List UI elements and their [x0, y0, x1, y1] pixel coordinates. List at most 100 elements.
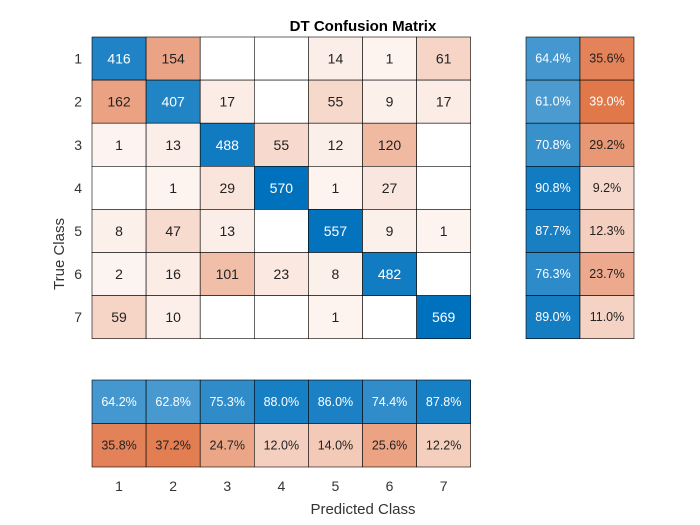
column-summary-incorrect-value: 12.0% — [264, 438, 299, 452]
row-summary-grid: 64.4% 35.6% 61.0% 39.0% 70.8% 29.2% 90.8% 9.2% 8… — [525, 36, 635, 340]
matrix-cell-value: 482 — [378, 266, 402, 282]
x-tick-label: 1 — [115, 478, 123, 494]
y-tick-label: 3 — [74, 137, 82, 153]
x-axis-label: Predicted Class — [310, 501, 415, 518]
row-summary-correct-cell — [525, 295, 581, 340]
matrix-cell-value: 101 — [216, 266, 240, 282]
matrix-cell-value: 12 — [328, 137, 344, 153]
matrix-cell-value: 23 — [274, 266, 290, 282]
matrix-cell-value: 10 — [165, 309, 181, 325]
matrix-cell — [91, 166, 147, 210]
matrix-cell — [199, 36, 255, 81]
matrix-cell-value: 1 — [169, 180, 177, 196]
matrix-cell — [308, 166, 363, 210]
row-summary-correct-cell — [525, 36, 581, 81]
matrix-cell-value: 557 — [324, 223, 348, 239]
matrix-cell-value: 27 — [382, 180, 398, 196]
matrix-cell — [145, 122, 201, 167]
matrix-cell — [362, 36, 417, 81]
column-summary-correct-value: 64.2% — [101, 395, 136, 409]
column-summary-correct-value: 88.0% — [264, 395, 299, 409]
matrix-cell-value: 9 — [386, 94, 394, 110]
row-summary-incorrect-cell — [579, 122, 635, 167]
y-tick-label: 1 — [74, 51, 82, 67]
column-summary-grid: 64.2% 62.8% 75.3% 88.0% 86.0% 74.4% 87.8% 35.8%… — [91, 379, 472, 468]
row-summary-correct-value: 90.8% — [535, 181, 570, 195]
matrix-cell-value: 1 — [440, 223, 448, 239]
matrix-cell — [199, 79, 255, 124]
column-summary-correct-cell — [145, 379, 201, 424]
row-summary-correct-value: 76.3% — [535, 267, 570, 281]
matrix-cell-value: 17 — [436, 94, 452, 110]
matrix-cell — [362, 166, 417, 210]
row-summary-correct-cell — [525, 166, 581, 210]
matrix-cell-value: 55 — [328, 94, 344, 110]
matrix-cell — [91, 252, 147, 296]
matrix-cell — [308, 295, 363, 340]
matrix-cell — [416, 79, 472, 124]
column-summary-correct-value: 62.8% — [155, 395, 190, 409]
matrix-cell — [362, 209, 417, 253]
row-summary-incorrect-cell — [579, 36, 635, 81]
matrix-cell — [199, 122, 255, 167]
row-summary-incorrect-value: 12.3% — [589, 224, 624, 238]
column-summary-correct-cell — [416, 379, 472, 424]
x-tick-label: 3 — [223, 478, 231, 494]
matrix-cell-value: 2 — [115, 266, 123, 282]
column-summary-incorrect-cell — [145, 423, 201, 468]
matrix-cell — [308, 36, 363, 81]
column-summary-incorrect-value: 14.0% — [318, 438, 353, 452]
column-summary-incorrect-value: 12.2% — [426, 438, 461, 452]
row-summary-incorrect-value: 11.0% — [590, 310, 625, 324]
matrix-cell — [91, 79, 147, 124]
matrix-cell — [91, 122, 147, 167]
y-axis-label: True Class — [51, 218, 68, 290]
column-summary-correct-value: 87.8% — [426, 395, 461, 409]
column-summary-incorrect-cell — [199, 423, 255, 468]
matrix-cell-value: 8 — [115, 223, 123, 239]
x-tick-label: 6 — [386, 478, 394, 494]
row-summary-incorrect-value: 23.7% — [589, 267, 624, 281]
y-tick-label: 4 — [74, 180, 82, 196]
x-tick-label: 4 — [277, 478, 285, 494]
column-summary-correct-value: 75.3% — [210, 395, 245, 409]
row-summary-correct-cell — [525, 209, 581, 253]
matrix-cell — [199, 166, 255, 210]
matrix-cell — [308, 122, 363, 167]
matrix-cell-value: 569 — [432, 309, 456, 325]
matrix-cell — [416, 36, 472, 81]
matrix-cell-value: 488 — [216, 137, 240, 153]
row-summary-incorrect-cell — [579, 295, 635, 340]
column-summary-incorrect-value: 24.7% — [210, 438, 245, 452]
matrix-cell-value: 16 — [165, 266, 181, 282]
row-summary-incorrect-cell — [579, 166, 635, 210]
matrix-cell — [91, 295, 147, 340]
column-summary-incorrect-value: 25.6% — [372, 438, 407, 452]
matrix-cell — [416, 295, 472, 340]
matrix-cell — [362, 122, 417, 167]
matrix-cell — [416, 209, 472, 253]
y-tick-label: 7 — [74, 309, 82, 325]
row-summary-correct-cell — [525, 122, 581, 167]
x-tick-label: 2 — [169, 478, 177, 494]
matrix-cell-value: 47 — [165, 223, 181, 239]
matrix-cell — [362, 79, 417, 124]
matrix-cell — [254, 166, 309, 210]
matrix-cell-value: 59 — [111, 309, 127, 325]
matrix-cell — [416, 252, 472, 296]
row-summary-correct-value: 87.7% — [535, 224, 570, 238]
matrix-cell-value: 29 — [219, 180, 235, 196]
chart-title: DT Confusion Matrix — [290, 18, 437, 35]
matrix-cell-value: 61 — [436, 51, 452, 67]
matrix-cell-value: 416 — [107, 51, 131, 67]
matrix-cell-value: 8 — [332, 266, 340, 282]
matrix-cell-value: 1 — [332, 309, 340, 325]
column-summary-correct-value: 86.0% — [318, 395, 353, 409]
matrix-cell-value: 120 — [378, 137, 402, 153]
column-summary-correct-cell — [254, 379, 309, 424]
row-summary-incorrect-value: 9.2% — [593, 181, 622, 195]
matrix-cell — [254, 295, 309, 340]
